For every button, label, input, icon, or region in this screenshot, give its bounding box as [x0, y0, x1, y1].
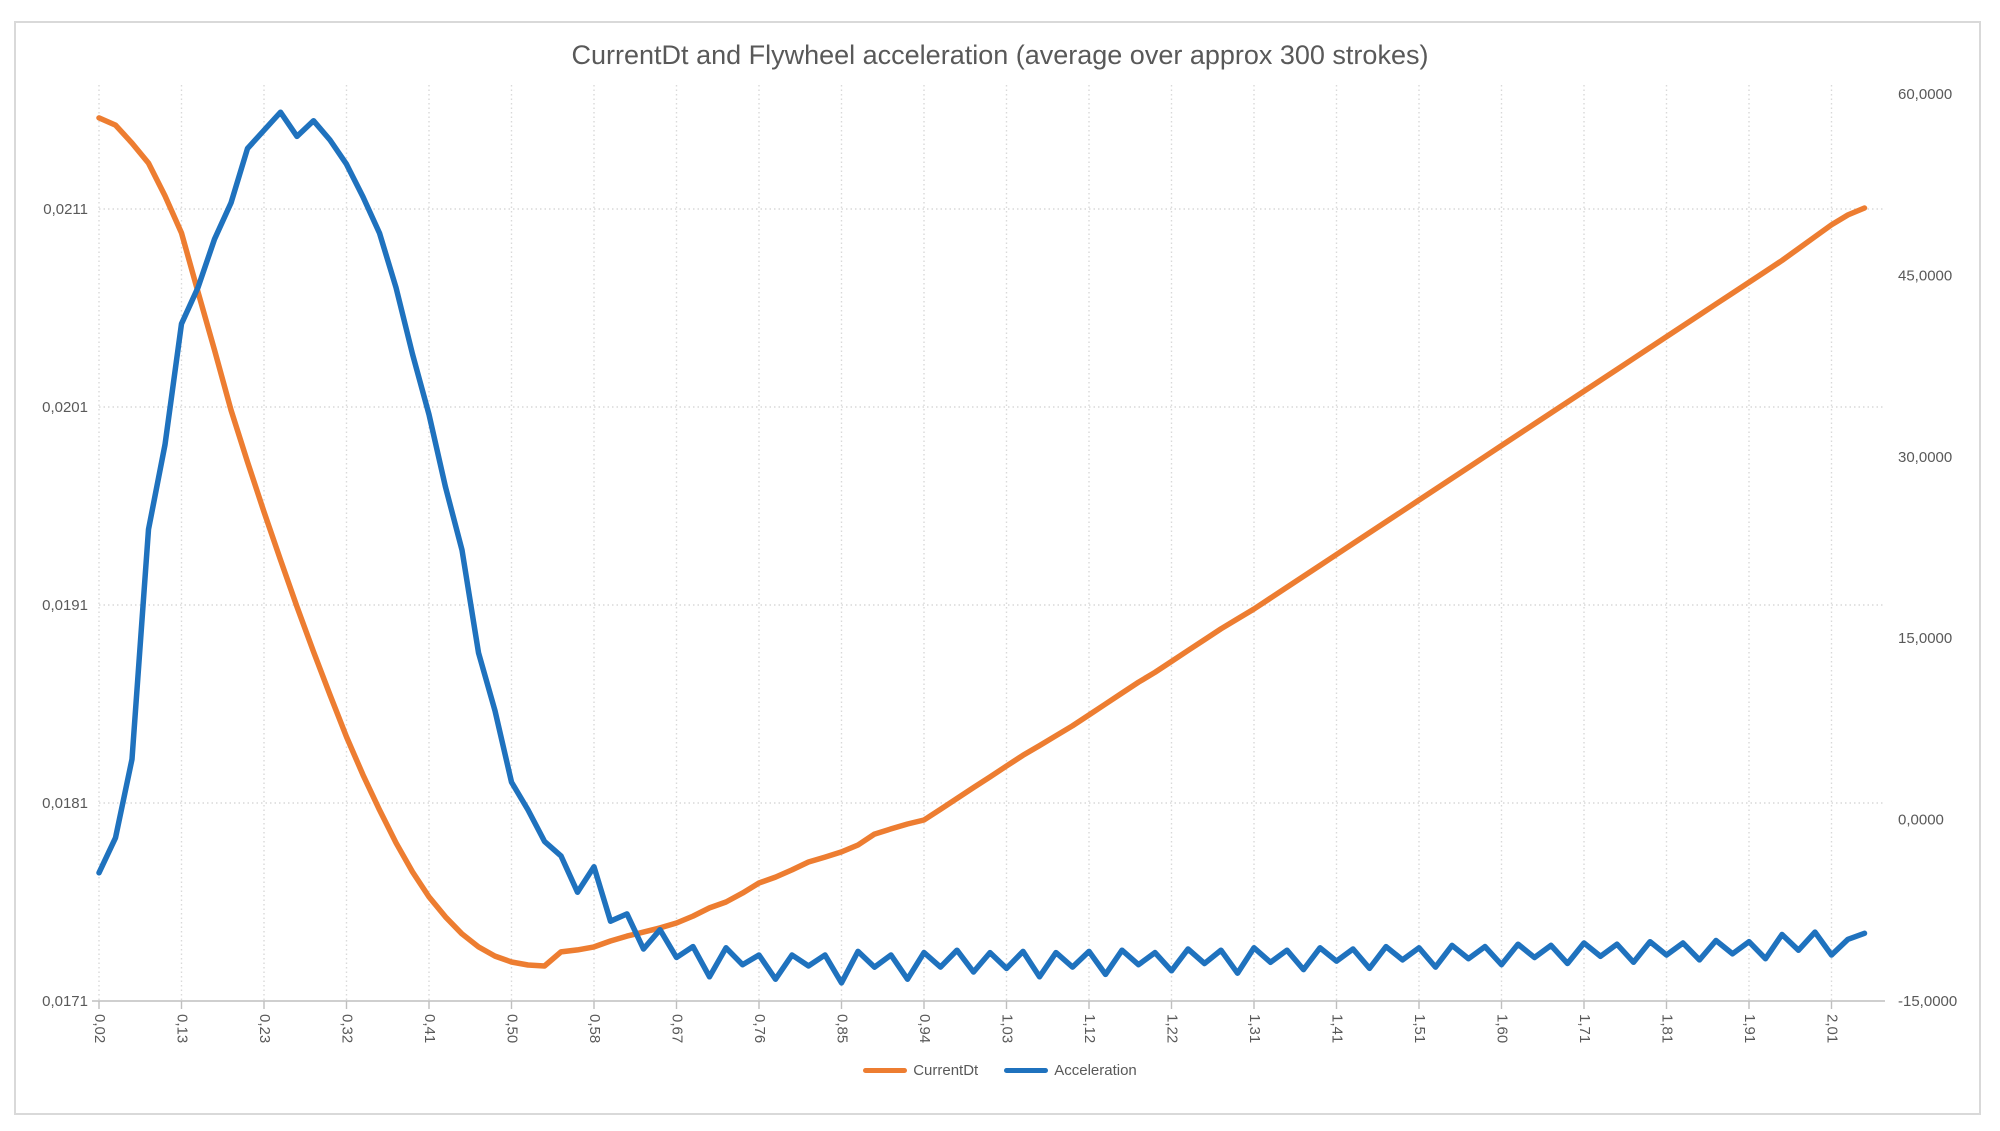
chart-frame[interactable] — [14, 21, 1981, 1115]
svg-text:0,32: 0,32 — [339, 1014, 356, 1043]
legend-swatch-currentdt — [863, 1068, 908, 1073]
legend-label-currentdt: CurrentDt — [913, 1062, 979, 1079]
svg-text:1,41: 1,41 — [1329, 1014, 1346, 1043]
svg-text:1,81: 1,81 — [1659, 1014, 1676, 1043]
svg-text:0,23: 0,23 — [256, 1014, 273, 1043]
svg-text:0,0171: 0,0171 — [42, 993, 88, 1010]
svg-text:1,31: 1,31 — [1246, 1014, 1263, 1043]
svg-text:1,60: 1,60 — [1494, 1014, 1511, 1043]
legend-item-currentdt[interactable]: CurrentDt — [863, 1062, 978, 1079]
svg-text:0,0191: 0,0191 — [42, 597, 88, 614]
svg-text:0,85: 0,85 — [834, 1014, 851, 1043]
svg-text:60,0000: 60,0000 — [1898, 86, 1952, 103]
svg-text:0,67: 0,67 — [669, 1014, 686, 1043]
svg-text:1,91: 1,91 — [1741, 1014, 1758, 1043]
svg-text:1,51: 1,51 — [1411, 1014, 1428, 1043]
svg-text:-15,0000: -15,0000 — [1898, 993, 1957, 1010]
svg-text:0,94: 0,94 — [916, 1014, 933, 1043]
legend-swatch-acceleration — [1004, 1068, 1049, 1073]
svg-text:0,0201: 0,0201 — [42, 399, 88, 416]
svg-text:0,0000: 0,0000 — [1898, 812, 1944, 829]
svg-text:1,03: 1,03 — [999, 1014, 1016, 1043]
svg-text:15,0000: 15,0000 — [1898, 630, 1952, 647]
chart-legend: CurrentDt Acceleration — [0, 1062, 2000, 1079]
svg-text:1,71: 1,71 — [1576, 1014, 1593, 1043]
svg-text:0,13: 0,13 — [174, 1014, 191, 1043]
chart-title: CurrentDt and Flywheel acceleration (ave… — [571, 40, 1429, 70]
svg-text:0,76: 0,76 — [751, 1014, 768, 1043]
svg-text:0,50: 0,50 — [504, 1014, 521, 1043]
svg-text:0,58: 0,58 — [586, 1014, 603, 1043]
svg-text:30,0000: 30,0000 — [1898, 449, 1952, 466]
svg-text:45,0000: 45,0000 — [1898, 267, 1952, 284]
svg-text:0,0211: 0,0211 — [43, 201, 88, 218]
svg-text:1,22: 1,22 — [1164, 1014, 1181, 1043]
svg-text:0,0181: 0,0181 — [42, 795, 88, 812]
svg-text:2,01: 2,01 — [1824, 1014, 1841, 1043]
legend-item-acceleration[interactable]: Acceleration — [1004, 1062, 1137, 1079]
svg-text:1,12: 1,12 — [1081, 1014, 1098, 1043]
svg-text:0,02: 0,02 — [91, 1014, 108, 1043]
legend-label-acceleration: Acceleration — [1054, 1062, 1137, 1079]
svg-text:0,41: 0,41 — [421, 1014, 438, 1043]
